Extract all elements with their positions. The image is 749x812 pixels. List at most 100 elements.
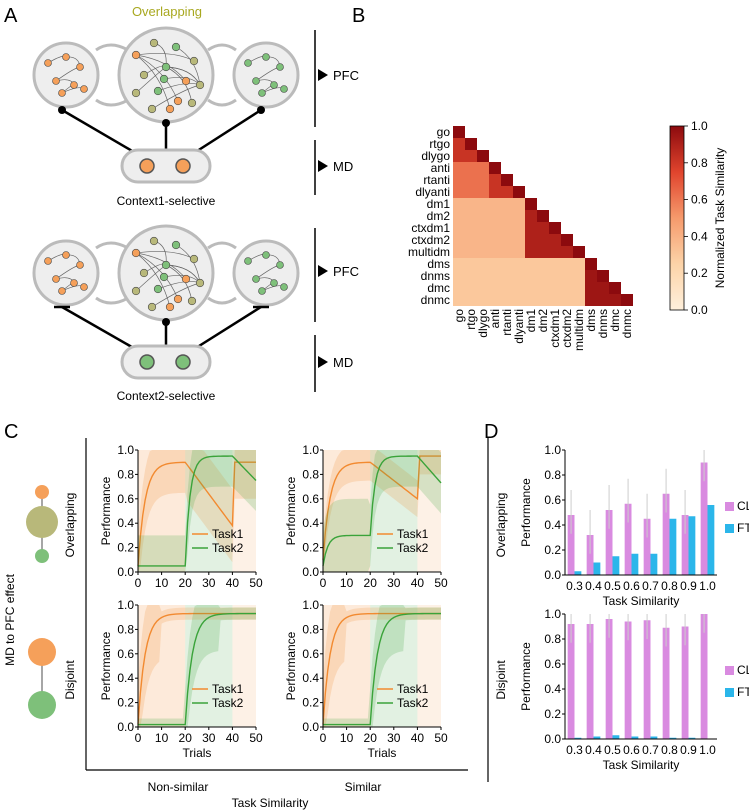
heatmap-cell <box>549 294 561 306</box>
heatmap-cell <box>489 174 501 186</box>
heatmap-row-label: dmc <box>427 281 450 295</box>
legend-swatch-cl <box>725 666 734 675</box>
heatmap-cell <box>453 174 465 186</box>
x-tick-label: 0.8 <box>661 743 678 757</box>
neuron-node <box>189 254 199 264</box>
overlap-pfc-node <box>26 506 58 538</box>
y-tick-label: 0.2 <box>544 543 561 557</box>
heatmap-col-label: dnmc <box>620 309 634 338</box>
bar-ft <box>669 737 677 739</box>
heatmap-cell <box>465 294 477 306</box>
x-tick-label: 0.7 <box>642 579 659 593</box>
heatmap-row-label: rtgo <box>429 137 450 151</box>
neuron-node <box>165 104 175 114</box>
x-tick-label: 0.4 <box>585 579 602 593</box>
c-ylabel: Performance <box>99 631 113 700</box>
col-label-nonsimilar: Non-similar <box>148 780 209 794</box>
panel-letter-b: B <box>352 5 365 27</box>
x-tick-label: 40 <box>226 576 240 590</box>
md-to-pfc-label: MD to PFC effect <box>3 573 17 665</box>
md-module-bottom <box>120 344 212 380</box>
task1-phase-shade <box>232 605 256 727</box>
heatmap-row-label: anti <box>431 161 450 175</box>
legend-task2: Task2 <box>397 696 429 710</box>
neuron-node <box>62 53 70 61</box>
heatmap-cell <box>609 282 621 294</box>
neuron-node <box>153 86 163 96</box>
heatmap-cell <box>573 282 585 294</box>
x-tick-label: 0 <box>135 731 142 745</box>
heatmap-cell <box>465 222 477 234</box>
task1-phase-shade <box>417 605 441 727</box>
neuron-node <box>52 77 60 85</box>
x-tick-label: 10 <box>155 576 169 590</box>
heatmap-cell <box>489 246 501 258</box>
pfc-cluster-bottom: Context2-selective <box>32 224 300 403</box>
legend-cl: CL <box>737 663 749 677</box>
heatmap-row-label: dnms <box>421 269 450 283</box>
bar-cl <box>700 614 708 739</box>
bar-cl <box>681 626 689 739</box>
bar-ft <box>574 737 582 739</box>
disjoint-node-1 <box>28 638 56 666</box>
heatmap-cell <box>477 162 489 174</box>
bar-cl <box>624 621 632 739</box>
heatmap-row-label: ctxdm2 <box>411 233 450 247</box>
heatmap-cell <box>537 222 549 234</box>
neuron-node <box>139 70 149 80</box>
heatmap-cell <box>489 198 501 210</box>
heatmap-cell <box>525 258 537 270</box>
heatmap-cell <box>585 270 597 282</box>
heatmap-cell <box>513 246 525 258</box>
neuron-node <box>252 77 260 85</box>
neuron-node <box>262 251 270 259</box>
heatmap-row-label: dms <box>427 257 450 271</box>
neuron-node <box>187 98 197 108</box>
x-tick-label: 10 <box>340 576 354 590</box>
x-tick-label: 0.4 <box>585 743 602 757</box>
x-tick-label: 50 <box>249 576 263 590</box>
task2-phase-shade <box>185 450 233 572</box>
heatmap-cell <box>537 270 549 282</box>
neuron-node <box>181 274 191 284</box>
panel-c: MD to PFC effect Overlapping Disjoint No… <box>3 438 468 810</box>
bar-ft <box>612 735 620 739</box>
bar-cl <box>586 535 594 575</box>
heatmap-cell <box>453 282 465 294</box>
y-tick-label: 1.0 <box>302 443 319 457</box>
heatmap-cell <box>465 198 477 210</box>
heatmap-col-label: dlyanti <box>512 309 526 344</box>
heatmap-col-label: rtgo <box>464 309 478 330</box>
heatmap-cell <box>501 174 513 186</box>
neuron-node <box>131 50 141 60</box>
c-xlabel: Trials <box>368 746 397 760</box>
y-tick-label: 0.4 <box>117 516 134 530</box>
bar-ft <box>631 553 639 575</box>
heatmap-cell <box>537 246 549 258</box>
c-ylabel: Performance <box>284 631 298 700</box>
neuron-node <box>244 59 252 67</box>
colorbar-tick: 0.0 <box>691 303 708 317</box>
bar-ft <box>593 736 601 739</box>
heatmap-cell <box>465 282 477 294</box>
heatmap-cell <box>489 210 501 222</box>
heatmap-cell <box>465 270 477 282</box>
neuron-node <box>149 38 159 48</box>
heatmap-cell <box>561 234 573 246</box>
y-tick-label: 0.6 <box>302 492 319 506</box>
heatmap-cell <box>453 138 465 150</box>
heatmap-cell <box>501 234 513 246</box>
heatmap-cell <box>477 282 489 294</box>
pfc-module-center-bottom <box>117 224 215 322</box>
neuron-node <box>58 89 66 97</box>
heatmap-cell <box>549 234 561 246</box>
heatmap-col-label: ctxdm1 <box>548 309 562 348</box>
heatmap-cell <box>609 294 621 306</box>
heatmap-cell <box>513 270 525 282</box>
heatmap-cell <box>573 270 585 282</box>
d-ylabel: Performance <box>519 478 533 547</box>
neuron-node <box>80 283 88 291</box>
d-xlabel: Task Similarity <box>603 758 680 772</box>
task2-band <box>323 605 441 727</box>
heatmap-cell <box>573 246 585 258</box>
